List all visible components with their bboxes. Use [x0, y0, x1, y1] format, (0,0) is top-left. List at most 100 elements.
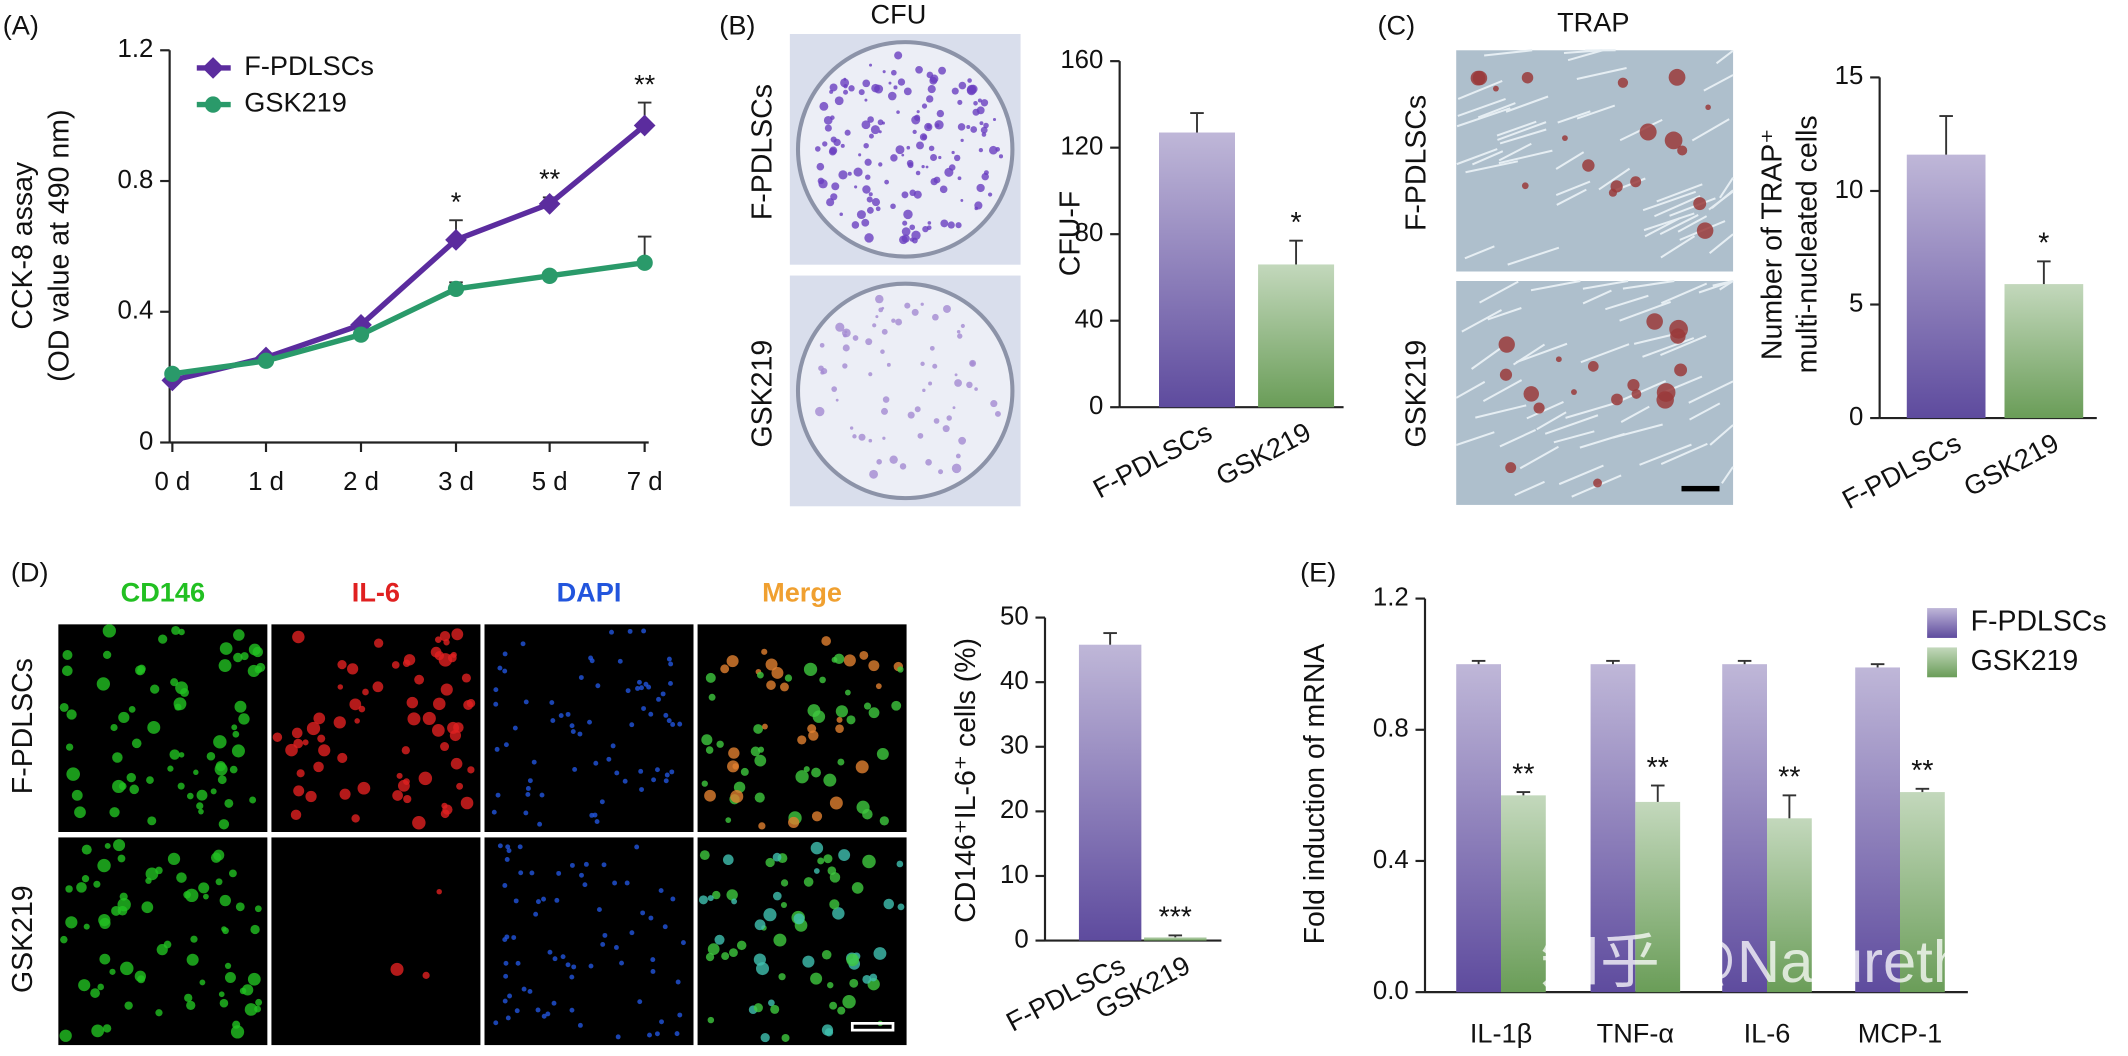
colony: [936, 109, 945, 118]
cell: [503, 973, 509, 979]
cell: [293, 738, 303, 749]
colony: [815, 146, 821, 152]
cell: [354, 718, 360, 724]
cell: [240, 652, 249, 661]
cell: [515, 960, 521, 966]
cell: [337, 684, 344, 690]
cell: [558, 713, 564, 718]
colony: [835, 398, 839, 402]
micrograph: [484, 837, 694, 1046]
cell-streak: [1620, 405, 1650, 423]
cell: [372, 681, 384, 693]
cell: [137, 664, 146, 673]
cell: [141, 901, 154, 914]
colony: [886, 362, 891, 367]
cell: [357, 781, 371, 795]
colony: [960, 323, 965, 328]
cell-streak: [1465, 160, 1519, 174]
cell: [494, 746, 500, 752]
cell: [124, 1001, 133, 1010]
cell: [502, 883, 508, 888]
colony: [957, 99, 963, 105]
micrograph: [1456, 49, 1734, 272]
colony: [868, 192, 873, 197]
cell: [722, 854, 734, 866]
cell: [186, 1000, 196, 1011]
cell: [829, 1001, 838, 1010]
cell: [497, 843, 503, 849]
cell: [549, 700, 555, 706]
cell-streak: [1708, 233, 1734, 254]
cell: [766, 680, 776, 690]
colony: [871, 83, 880, 93]
cell: [502, 998, 508, 1004]
colony: [875, 315, 879, 319]
cell: [763, 908, 777, 922]
cell: [698, 895, 708, 905]
series-line: [171, 260, 646, 377]
cell: [664, 772, 670, 778]
cell-streak: [1457, 98, 1506, 117]
colony: [875, 294, 884, 304]
cell: [547, 949, 553, 955]
cell: [214, 762, 228, 776]
y-tick-label: 1.2: [118, 35, 154, 63]
data-point: [445, 228, 467, 251]
cell-streak: [1659, 214, 1699, 236]
cell: [493, 1020, 499, 1026]
cell: [285, 743, 298, 757]
cell: [539, 792, 545, 798]
colony: [926, 124, 932, 129]
colony: [815, 406, 825, 417]
cell: [781, 1033, 790, 1042]
cell: [600, 941, 606, 947]
cell: [219, 642, 233, 655]
significance-label: **: [1911, 755, 1933, 787]
cell: [460, 796, 474, 810]
cell-streak: [1507, 246, 1560, 266]
y-tick-label: 0.8: [1373, 715, 1409, 743]
significance-label: *: [2038, 228, 2049, 260]
y-axis-label: CCK-8 assay: [7, 161, 39, 330]
x-tick-label: 1 d: [248, 468, 284, 496]
cell: [577, 1022, 583, 1028]
cell: [648, 711, 654, 717]
colony: [896, 110, 900, 114]
trap-cell: [1611, 393, 1623, 406]
cell: [347, 663, 359, 675]
colony: [882, 396, 890, 403]
y-tick-label: 40: [1000, 667, 1029, 695]
cell: [231, 744, 245, 758]
trap-cell: [1499, 368, 1513, 381]
cell: [772, 891, 782, 901]
y-tick-label: 20: [1000, 796, 1029, 824]
colony: [916, 110, 920, 114]
cell: [654, 1031, 660, 1037]
cell: [666, 656, 672, 662]
cell: [761, 648, 768, 655]
cell: [196, 789, 208, 801]
colony: [843, 84, 848, 89]
micrograph-background: [697, 624, 907, 832]
y-tick-label: 0: [1849, 403, 1863, 431]
colony: [921, 164, 925, 169]
colony: [990, 400, 998, 408]
colony: [849, 426, 854, 430]
colony: [922, 388, 926, 393]
cell: [467, 766, 475, 774]
colony: [958, 436, 967, 445]
cell: [65, 916, 78, 929]
cell: [203, 893, 209, 900]
bar: [1159, 132, 1235, 408]
colony: [817, 177, 825, 185]
cell-streak: [1598, 167, 1631, 191]
colony: [966, 85, 977, 96]
cell: [537, 821, 543, 827]
cell-streak: [1619, 300, 1672, 322]
cell-streak: [1475, 404, 1527, 419]
trap-cell: [1533, 402, 1545, 414]
cell-streak: [1612, 423, 1663, 439]
cell: [401, 746, 410, 755]
x-tick-label: F-PDLSCs: [1837, 427, 1966, 515]
cell: [120, 961, 134, 976]
